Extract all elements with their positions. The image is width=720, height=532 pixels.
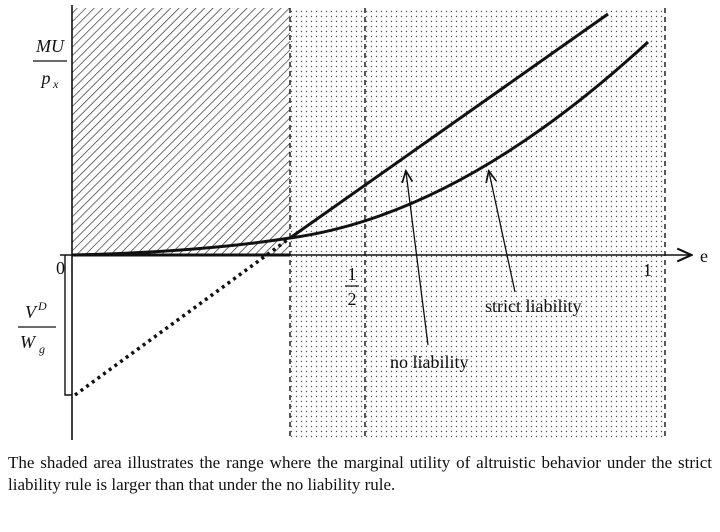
intercept-subscript: g xyxy=(39,342,45,356)
caption: The shaded area illustrates the range wh… xyxy=(8,453,712,494)
y-label-numerator: MU xyxy=(35,36,65,56)
intercept-numerator: V xyxy=(25,302,38,322)
y-label-denominator: p xyxy=(40,68,51,88)
diagram: MU p x e 0 1 2 1 V D W g strict liabilit… xyxy=(18,5,708,440)
half-denominator: 2 xyxy=(348,289,357,309)
half-numerator: 1 xyxy=(348,264,357,284)
dotted-region xyxy=(290,8,665,440)
no-liability-label: no liability xyxy=(390,352,469,372)
x-label: e xyxy=(700,246,708,266)
strict-liability-label: strict liability xyxy=(485,296,582,316)
strict-liability-arrow xyxy=(489,172,516,293)
no-liability-curve xyxy=(289,12,609,240)
intercept-denominator: W xyxy=(20,332,37,352)
no-liability-arrow xyxy=(406,172,429,346)
intercept-superscript: D xyxy=(37,299,47,313)
strict-liability-curve xyxy=(71,40,650,257)
one-label: 1 xyxy=(643,260,652,280)
dotted-extension xyxy=(73,236,292,397)
origin-label: 0 xyxy=(56,258,65,278)
hatched-region xyxy=(72,8,290,255)
intercept-bracket xyxy=(64,255,72,396)
y-label-subscript: x xyxy=(52,77,59,91)
dashed-lines xyxy=(289,8,666,440)
